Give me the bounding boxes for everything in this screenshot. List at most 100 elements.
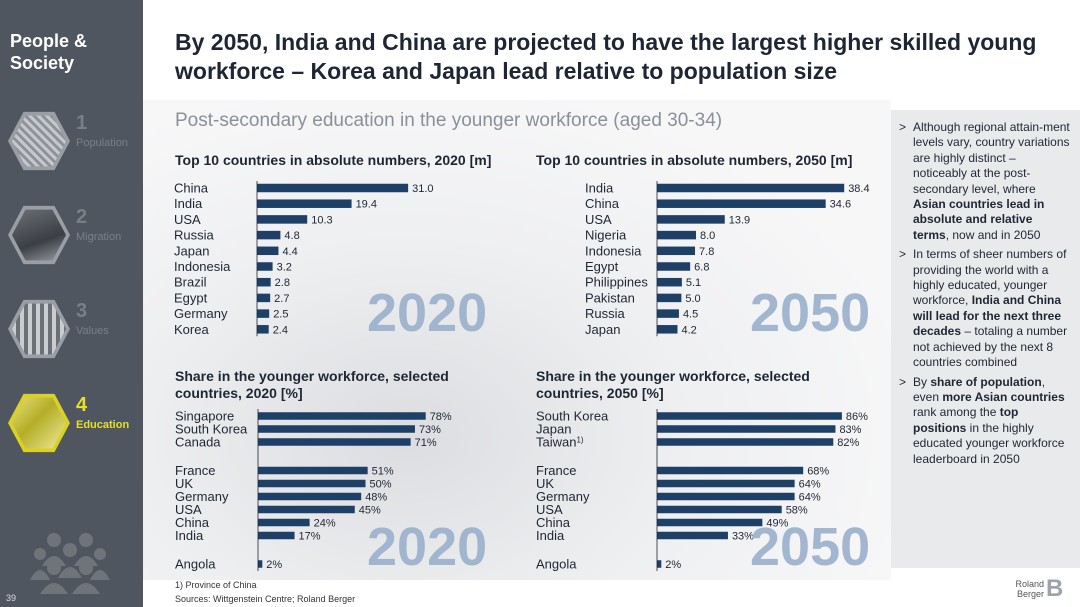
category-label: Canada (175, 435, 221, 450)
value-label: 2% (665, 559, 681, 571)
category-label: USA (536, 502, 563, 517)
bar (258, 466, 368, 475)
value-label: 6.8 (694, 262, 709, 274)
bar (657, 293, 682, 303)
value-label: 2.4 (273, 324, 288, 336)
category-label: Germany (174, 306, 228, 321)
page-title: By 2050, India and China are projected t… (175, 29, 1037, 84)
value-label: 31.0 (412, 183, 433, 195)
bar (257, 199, 352, 208)
takeaway-bullet: In terms of sheer numbers of providing t… (899, 247, 1070, 370)
value-label: 73% (419, 424, 441, 436)
category-label: Egypt (174, 290, 208, 305)
value-label: 5.1 (686, 277, 701, 289)
bar (257, 277, 271, 287)
value-label: 19.4 (356, 199, 377, 211)
value-label: 49% (766, 518, 788, 530)
chart-title-abs-2020: Top 10 countries in absolute numbers, 20… (175, 152, 492, 168)
category-label: India (536, 528, 565, 543)
bar (657, 325, 678, 334)
value-label: 8.0 (700, 230, 715, 242)
bar (258, 531, 295, 540)
bar (657, 531, 728, 540)
value-label: 50% (370, 479, 392, 491)
bar (257, 230, 281, 240)
category-label: UK (175, 476, 193, 491)
value-label: 3.2 (277, 262, 292, 274)
category-label: Philippines (585, 275, 648, 290)
sidebar-item-migration[interactable]: 2 Migration (0, 204, 143, 284)
category-label: UK (536, 476, 554, 491)
sidebar-item-label: Population (76, 137, 128, 149)
education-classroom-icon (8, 393, 70, 453)
takeaway-bullet: Although regional attain-ment levels var… (899, 120, 1070, 243)
bar (258, 492, 362, 501)
value-label: 82% (837, 437, 859, 449)
chart-title-share-2020: Share in the younger workforce, selected… (175, 368, 449, 401)
roland-berger-logo: Roland Berger B (1015, 575, 1064, 602)
bar (258, 479, 366, 488)
bar (657, 425, 836, 433)
category-label: USA (175, 502, 202, 517)
value-label: 2.8 (275, 277, 290, 289)
sidebar-item-number: 3 (76, 300, 88, 322)
bar (258, 412, 426, 420)
category-label: Pakistan (585, 290, 635, 305)
bar (257, 325, 269, 334)
bar (258, 560, 263, 568)
year-label-2050-share: 2050 (750, 517, 871, 577)
sidebar-item-number: 4 (76, 394, 88, 416)
bar (257, 309, 270, 318)
category-label: India (585, 181, 614, 196)
takeaway-bullet: By share of population, even more Asian … (899, 375, 1070, 467)
chart-share-2050: South Korea 86% Japan 83% Taiwan1) 82% France 6… (536, 409, 868, 572)
bar (257, 262, 273, 271)
chart-title-abs-2050: Top 10 countries in absolute numbers, 20… (536, 152, 853, 168)
category-label: China (585, 196, 620, 211)
value-label: 33% (732, 531, 754, 543)
bar (257, 246, 279, 256)
category-label: Brazil (174, 275, 207, 290)
sidebar-item-population[interactable]: 1 Population (0, 110, 143, 190)
people-group-icon (30, 533, 110, 594)
value-label: 48% (365, 492, 387, 504)
bar (258, 505, 355, 514)
values-building-icon (8, 299, 70, 359)
category-label: Indonesia (585, 243, 642, 258)
value-label: 64% (799, 479, 821, 491)
value-label: 4.2 (681, 324, 696, 336)
value-label: 17% (299, 531, 321, 543)
bar (657, 262, 691, 271)
sidebar-item-number: 2 (76, 206, 88, 228)
category-label: Angola (536, 557, 577, 572)
category-label: Japan (536, 422, 571, 437)
bar (657, 277, 682, 287)
category-label: Indonesia (174, 259, 231, 274)
category-label: Taiwan1) (536, 435, 584, 450)
page-subtitle: Post-secondary education in the younger … (175, 110, 723, 131)
category-label: Singapore (175, 409, 234, 424)
category-label: Germany (536, 489, 590, 504)
category-label: Angola (175, 557, 216, 572)
category-label: Japan (174, 243, 209, 258)
sidebar-item-values[interactable]: 3 Values (0, 298, 143, 378)
chart-abs-2050: India 38.4 China 34.6 USA 13.9 Nigeria 8.0 Indon… (585, 181, 870, 337)
value-label: 2.7 (274, 293, 289, 305)
bar (657, 183, 845, 193)
sidebar-item-label: Migration (76, 231, 122, 243)
sidebar-item-education[interactable]: 4 Education (0, 392, 143, 472)
bar (657, 492, 795, 501)
value-label: 13.9 (729, 214, 750, 226)
value-label: 78% (430, 411, 452, 423)
sidebar-item-number: 1 (76, 112, 88, 134)
category-label: France (175, 463, 215, 478)
bar (657, 309, 679, 318)
value-label: 58% (786, 505, 808, 517)
category-label: Russia (585, 306, 626, 321)
bar (258, 518, 310, 527)
bar (657, 505, 782, 514)
sidebar-title: People & Society (10, 31, 88, 73)
bar (258, 425, 415, 433)
category-label: Egypt (585, 259, 619, 274)
category-label: France (536, 463, 576, 478)
